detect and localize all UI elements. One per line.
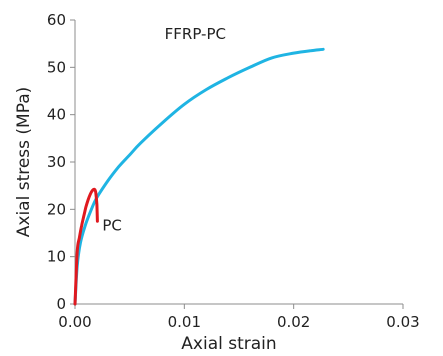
annotation-ffrp-pc: FFRP-PC	[165, 25, 226, 43]
y-tick-label: 20	[47, 200, 66, 218]
y-tick-label: 10	[47, 248, 66, 266]
x-tick-label: 0.01	[168, 313, 201, 331]
annotation-pc: PC	[102, 217, 122, 235]
y-tick-label: 50	[47, 58, 66, 76]
x-tick-label: 0.00	[58, 313, 91, 331]
y-tick-label: 60	[47, 11, 66, 29]
series-line-ffrp-pc	[73, 47, 325, 306]
y-tick-label: 0	[56, 295, 66, 313]
y-axis-title: Axial stress (MPa)	[14, 87, 34, 238]
series-layer	[73, 47, 325, 306]
y-tick-label: 30	[47, 153, 66, 171]
x-axis-title: Axial strain	[181, 334, 276, 354]
x-tick-label: 0.02	[277, 313, 310, 331]
y-tick-label: 40	[47, 106, 66, 124]
y-ticks: 0 10 20 30 40 50 60	[47, 11, 75, 313]
series-line-pc	[73, 187, 99, 306]
annotation-layer: FFRP-PC PC	[102, 25, 226, 235]
x-ticks: 0.00 0.01 0.02 0.03	[58, 304, 420, 331]
x-tick-label: 0.03	[386, 313, 419, 331]
